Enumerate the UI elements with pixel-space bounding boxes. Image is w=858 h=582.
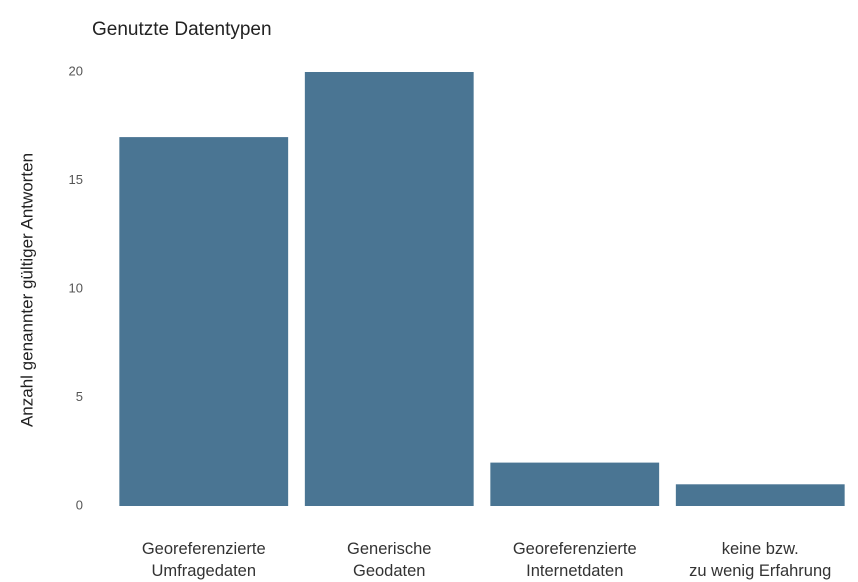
x-tick-label: Georeferenzierte Internetdaten: [513, 540, 637, 580]
y-tick-label: 0: [76, 497, 83, 512]
x-tick-label: keine bzw. zu wenig Erfahrung: [689, 540, 831, 580]
y-tick-label: 20: [69, 63, 83, 78]
y-tick-label: 15: [69, 172, 83, 187]
x-tick-label-line: Generische: [347, 540, 431, 558]
y-axis-label: Anzahl genannter gültiger Antworten: [17, 153, 36, 427]
chart-title: Genutzte Datentypen: [92, 19, 272, 40]
x-tick-label-line: Umfragedaten: [151, 562, 256, 580]
x-tick-label-line: Georeferenzierte: [142, 540, 266, 558]
x-tick-label: Georeferenzierte Umfragedaten: [142, 540, 266, 580]
x-tick-label-line: Georeferenzierte: [513, 540, 637, 558]
bar: [304, 72, 474, 506]
x-tick-label-line: Geodaten: [353, 562, 425, 580]
x-tick-label-line: zu wenig Erfahrung: [689, 562, 831, 580]
bar: [490, 462, 660, 506]
bar: [119, 137, 289, 506]
y-tick-label: 5: [76, 389, 83, 404]
x-tick-label-line: keine bzw.: [722, 540, 799, 558]
x-tick-label-line: Internetdaten: [526, 562, 623, 580]
x-tick-label: Generische Geodaten: [347, 540, 431, 580]
y-tick-label: 10: [69, 280, 83, 295]
bar: [675, 484, 845, 506]
